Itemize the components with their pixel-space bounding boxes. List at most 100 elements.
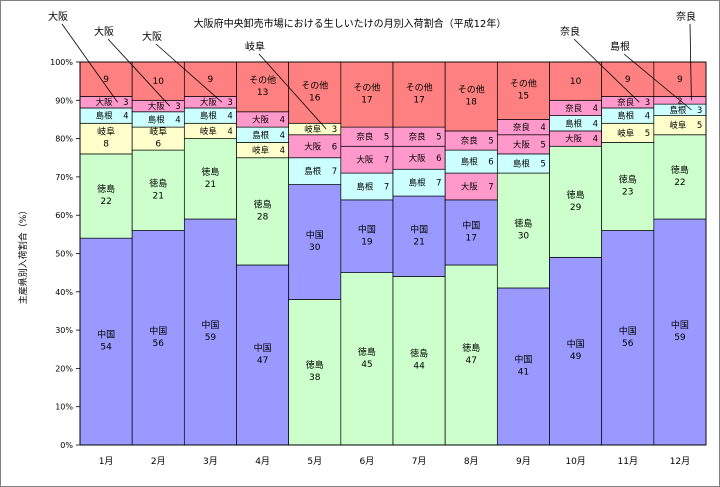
y-tick-label: 10% [55, 403, 73, 412]
bar-segment [79, 237, 133, 446]
bar-segment [549, 256, 603, 446]
segment-label-name: 徳島 [567, 189, 585, 201]
bar-segment [653, 134, 707, 220]
segment-label-value: 5 [540, 159, 545, 169]
bar-segment [444, 172, 498, 201]
segment-label-value: 4 [645, 112, 650, 122]
segment-label-value: 59 [674, 333, 686, 343]
annotation-leader [689, 23, 692, 101]
segment-label-value: 3 [697, 106, 702, 116]
segment-label-name: 奈良 [565, 103, 583, 114]
segment-label-name: 大阪 [565, 134, 583, 145]
segment-label-name: 中国 [619, 325, 637, 337]
y-tick-label: 100% [50, 58, 73, 67]
segment-label-value: 4 [175, 115, 180, 125]
x-tick-label: 7月 [412, 456, 427, 467]
bar-segment [392, 276, 446, 446]
segment-label-value: 38 [309, 373, 321, 383]
segment-label-name: 大阪 [513, 139, 531, 150]
segment-label-name: 岐阜 [304, 124, 322, 135]
segment-label-value: 7 [384, 156, 389, 166]
bar-segment [79, 153, 133, 239]
y-tick-label: 20% [55, 364, 73, 373]
segment-label-value: 3 [175, 102, 180, 112]
bar-segment [288, 299, 342, 446]
segment-label-name: 岐阜 [97, 126, 115, 138]
segment-label-value: 22 [674, 178, 685, 188]
segment-label-value: 18 [466, 97, 478, 107]
segment-label-value: 9 [677, 75, 683, 85]
segment-label-value: 4 [280, 115, 285, 125]
bar-segment [653, 218, 707, 446]
segment-label-value: 21 [413, 237, 424, 247]
segment-label-value: 22 [100, 197, 111, 207]
segment-label-name: 大阪 [304, 141, 322, 152]
segment-label-value: 4 [227, 112, 232, 122]
bar-segment [496, 172, 550, 289]
bar-segment [79, 61, 133, 97]
segment-label-value: 5 [697, 121, 702, 131]
bar-segment [444, 199, 498, 266]
bar-segment [340, 199, 394, 274]
segment-label-name: 大阪 [252, 114, 270, 125]
y-tick-label: 0% [60, 441, 73, 450]
segment-label-name: 中国 [358, 223, 376, 235]
bar-segment [340, 272, 394, 446]
y-tick-label: 50% [55, 250, 73, 259]
segment-label-value: 16 [309, 94, 321, 104]
annotation-leader [155, 43, 223, 103]
segment-label-value: 9 [625, 75, 631, 85]
segment-label-name: 中国 [306, 229, 324, 241]
segment-label-name: 大阪 [96, 97, 114, 108]
x-tick-label: 6月 [360, 456, 375, 467]
segment-label-name: 大阪 [200, 97, 218, 108]
segment-label-value: 30 [518, 232, 530, 242]
bar-segment [549, 145, 603, 258]
segment-label-name: 徳島 [97, 183, 115, 195]
y-tick-label: 60% [55, 211, 73, 220]
segment-label-name: 島根 [409, 178, 427, 189]
y-axis-label: 主産県別入荷割合（%） [17, 206, 29, 305]
axes: 0% 10% 20% 30% 40% 50% 60% 70% 80% 90% 100% 1月 2月 3月 4… [50, 58, 707, 467]
bar-segment [131, 61, 185, 101]
y-tick-label: 70% [55, 173, 73, 182]
segment-label-value: 4 [540, 123, 545, 133]
bars [79, 61, 707, 446]
segment-label-value: 56 [622, 339, 634, 349]
bar-segment [549, 61, 603, 101]
segment-label-value: 4 [593, 135, 598, 145]
segment-label-value: 5 [645, 129, 650, 139]
annotation-label: 大阪 [94, 25, 114, 38]
segment-label-name: 岐阜 [149, 126, 167, 138]
segment-label-value: 54 [100, 343, 112, 353]
x-tick-label: 5月 [307, 456, 322, 467]
segment-label-value: 3 [227, 98, 232, 108]
segment-label-name: 島根 [356, 181, 374, 192]
segment-label-value: 7 [332, 167, 337, 177]
segment-label-name: 徳島 [462, 342, 480, 354]
x-tick-label: 4月 [255, 456, 270, 467]
bar-segment [496, 287, 550, 446]
segment-label-name: その他 [458, 83, 485, 95]
annotation-label: 大阪 [142, 30, 162, 43]
segment-label-value: 45 [361, 360, 372, 370]
segment-label-name: 奈良 [461, 136, 479, 147]
segment-label-name: 徳島 [671, 164, 689, 176]
segment-label-value: 30 [309, 243, 321, 253]
segment-label-name: 奈良 [617, 97, 635, 108]
segment-label-name: 島根 [252, 130, 270, 141]
segment-label-value: 6 [155, 140, 161, 150]
segment-label-name: 島根 [461, 157, 479, 168]
segment-label-name: 大阪 [356, 155, 374, 166]
segment-label-name: 岐阜 [252, 145, 270, 156]
segment-label-value: 9 [208, 75, 214, 85]
segment-label-value: 5 [436, 133, 441, 143]
bar-segment [288, 157, 342, 185]
segment-label-value: 7 [436, 179, 441, 189]
segment-label-name: その他 [510, 78, 537, 90]
annotation-leader [258, 53, 327, 130]
annotation-leader [573, 38, 640, 103]
bar-segment [131, 230, 185, 446]
